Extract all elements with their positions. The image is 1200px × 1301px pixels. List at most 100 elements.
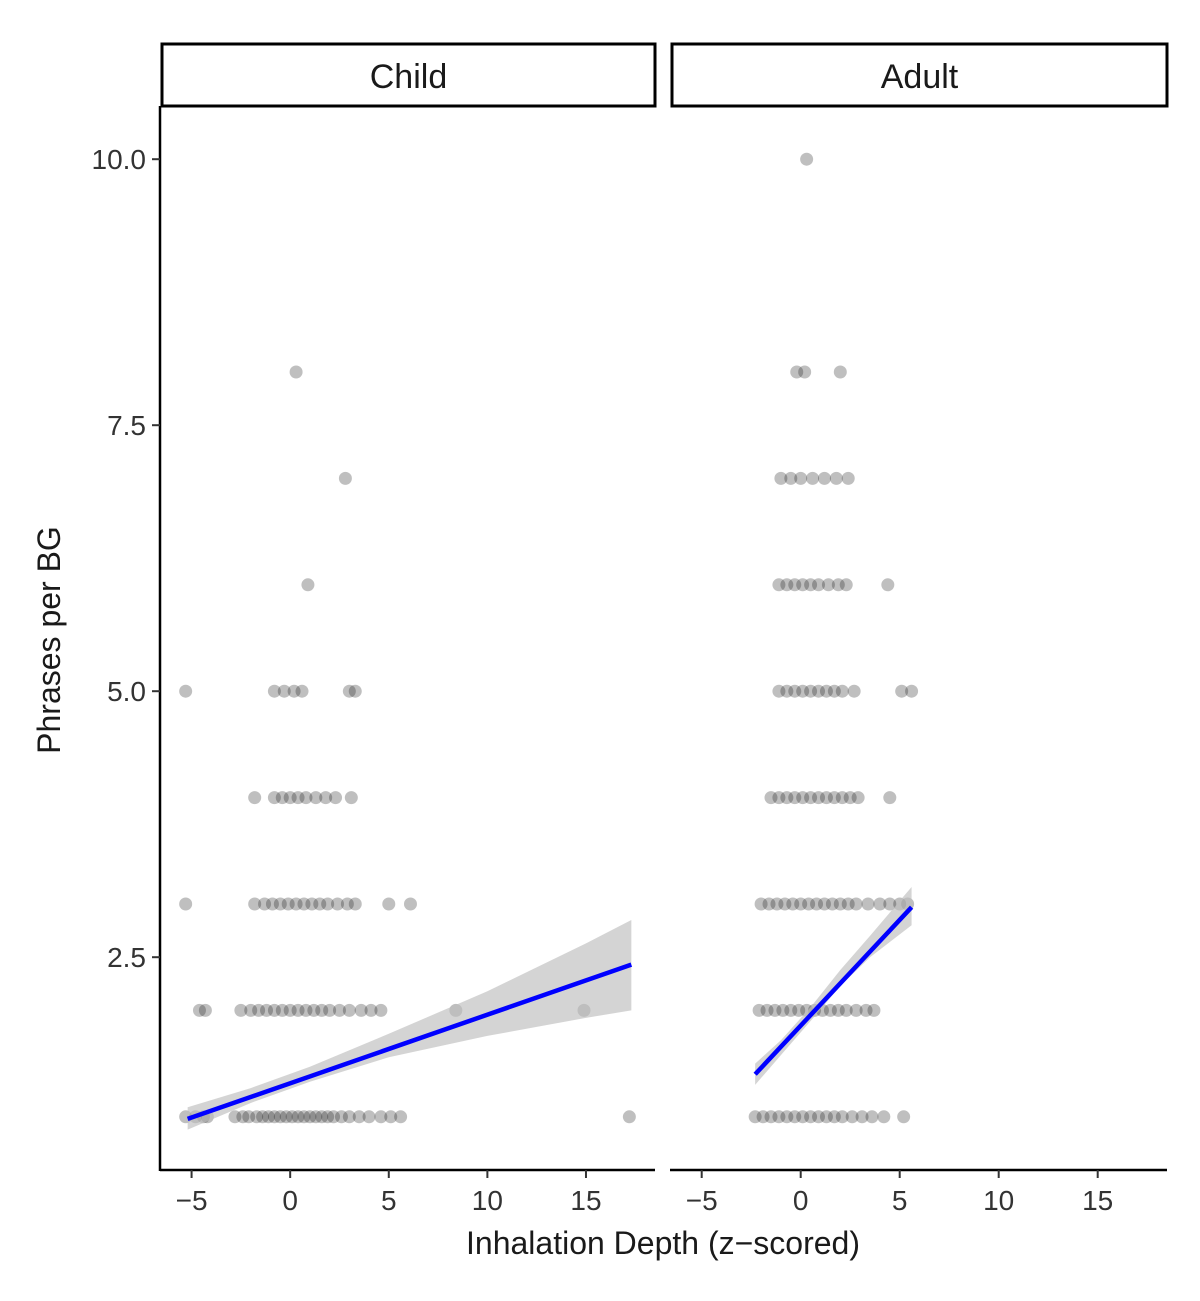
panel-child-data-point	[228, 1110, 242, 1124]
panel-adult-x-tick-label: 5	[892, 1185, 908, 1216]
panel-child-data-point	[198, 1003, 212, 1017]
panel-child-data-point	[275, 1003, 289, 1017]
panel-child-x-tick-label: 10	[472, 1185, 503, 1216]
panel-adult-data-point	[835, 791, 849, 805]
panel-adult-data-point	[788, 578, 802, 592]
panel-child-data-point	[267, 1003, 281, 1017]
panel-adult-data-point	[770, 897, 784, 911]
panel-child-data-point	[277, 684, 291, 698]
y-tick-label: 5.0	[107, 676, 146, 707]
panel-child-data-point	[252, 1003, 266, 1017]
panel-child-data-point	[242, 1110, 256, 1124]
panel-child-data-point	[342, 684, 356, 698]
panel-adult-x-tick-label: 10	[983, 1185, 1014, 1216]
panel-adult-data-point	[849, 1003, 863, 1017]
panel-adult-data-point	[760, 1003, 774, 1017]
panel-adult-data-point	[780, 578, 794, 592]
panel-adult-data-point	[780, 684, 794, 698]
panel-child-data-point	[287, 684, 301, 698]
panel-child-data-point	[265, 897, 279, 911]
panel-child-data-point	[323, 1003, 337, 1017]
panel-adult-data-point	[774, 471, 788, 485]
panel-child-data-point	[267, 791, 281, 805]
panel-adult-data-point	[772, 578, 786, 592]
panel-adult-data-point	[794, 471, 808, 485]
panel-child-data-point	[236, 1110, 250, 1124]
panel-child-x-tick-label: 0	[282, 1185, 298, 1216]
panel-child-data-point	[340, 897, 354, 911]
panel-adult-data-point	[776, 1003, 790, 1017]
panel-child-data-point	[309, 791, 323, 805]
panel-child-data-point	[403, 897, 417, 911]
panel-adult-data-point	[835, 684, 849, 698]
panel-adult-data-point	[788, 1110, 802, 1124]
panel-adult-data-point	[867, 1003, 881, 1017]
panel-child-data-point	[267, 1110, 281, 1124]
y-tick-label: 2.5	[107, 942, 146, 973]
panel-child-data-point	[348, 684, 362, 698]
panel-child-data-point	[313, 897, 327, 911]
panel-child-data-point	[329, 791, 343, 805]
panel-adult-data-point	[812, 684, 826, 698]
panel-adult-data-point	[810, 897, 824, 911]
panel-child-data-point	[285, 1110, 299, 1124]
panel-child-data-point	[307, 1003, 321, 1017]
panel-adult-data-point	[804, 791, 818, 805]
panel-adult-data-point	[812, 791, 826, 805]
panel-child-x-tick-label: 5	[381, 1185, 397, 1216]
panel-adult-data-point	[804, 684, 818, 698]
panel-adult-data-point	[784, 471, 798, 485]
panel-adult-data-point	[748, 1110, 762, 1124]
panel-adult-data-point	[831, 578, 845, 592]
panel-adult-data-point	[883, 897, 897, 911]
panel-adult-data-point	[792, 1003, 806, 1017]
panel-adult-data-point	[865, 1110, 879, 1124]
panel-child-data-point	[179, 684, 193, 698]
panel-child-data-point	[234, 1003, 248, 1017]
panel-adult-data-point	[756, 1110, 770, 1124]
panel-child-data-point	[622, 1110, 636, 1124]
panel-adult-data-point	[812, 578, 826, 592]
panel-adult-data-point	[827, 791, 841, 805]
panel-child-data-point	[299, 791, 313, 805]
panel-adult-data-point	[859, 1003, 873, 1017]
panel-adult-data-point	[784, 1003, 798, 1017]
y-axis-title: Phrases per BG	[31, 526, 67, 754]
panel-adult-data-point	[772, 1110, 786, 1124]
panel-adult-data-point	[831, 1003, 845, 1017]
panel-child-data-point	[331, 897, 345, 911]
panel-adult-data-point	[881, 578, 895, 592]
panel-adult-data-point	[833, 897, 847, 911]
panel-adult-data-point	[833, 365, 847, 379]
panel-adult-data-point	[800, 152, 814, 166]
panel-child-data-point	[267, 684, 281, 698]
panel-adult-data-point	[841, 897, 855, 911]
panel-child-data-point	[382, 897, 396, 911]
panel-adult-data-point	[786, 897, 800, 911]
panel-child-data-point	[295, 684, 309, 698]
panel-adult-data-point	[804, 1110, 818, 1124]
panel-child-data-point	[281, 897, 295, 911]
panel-child-data-point	[273, 1110, 287, 1124]
panel-adult-data-point	[796, 684, 810, 698]
panel-adult-data-point	[819, 684, 833, 698]
panel-child-data-point	[338, 471, 352, 485]
panel-adult-data-point	[839, 1003, 853, 1017]
panel-adult-data-point	[873, 897, 887, 911]
panel-adult-data-point	[796, 791, 810, 805]
panel-child-data-point	[342, 1003, 356, 1017]
panel-child-data-point	[244, 1003, 258, 1017]
panel-child-data-point	[309, 1110, 323, 1124]
panel-child-data-point	[342, 1110, 356, 1124]
panel-adult-confidence-ribbon	[755, 886, 912, 1085]
panel-adult-data-point	[812, 1110, 826, 1124]
panel-adult-data-point	[861, 897, 875, 911]
panel-child-strip-label: Child	[370, 58, 447, 96]
panel-adult-data-point	[798, 365, 812, 379]
panel-adult-data-point	[764, 791, 778, 805]
panel-adult-data-point	[796, 1110, 810, 1124]
panel-adult-data-point	[788, 684, 802, 698]
panel-adult-data-point	[780, 1110, 794, 1124]
panel-adult-data-point	[788, 791, 802, 805]
